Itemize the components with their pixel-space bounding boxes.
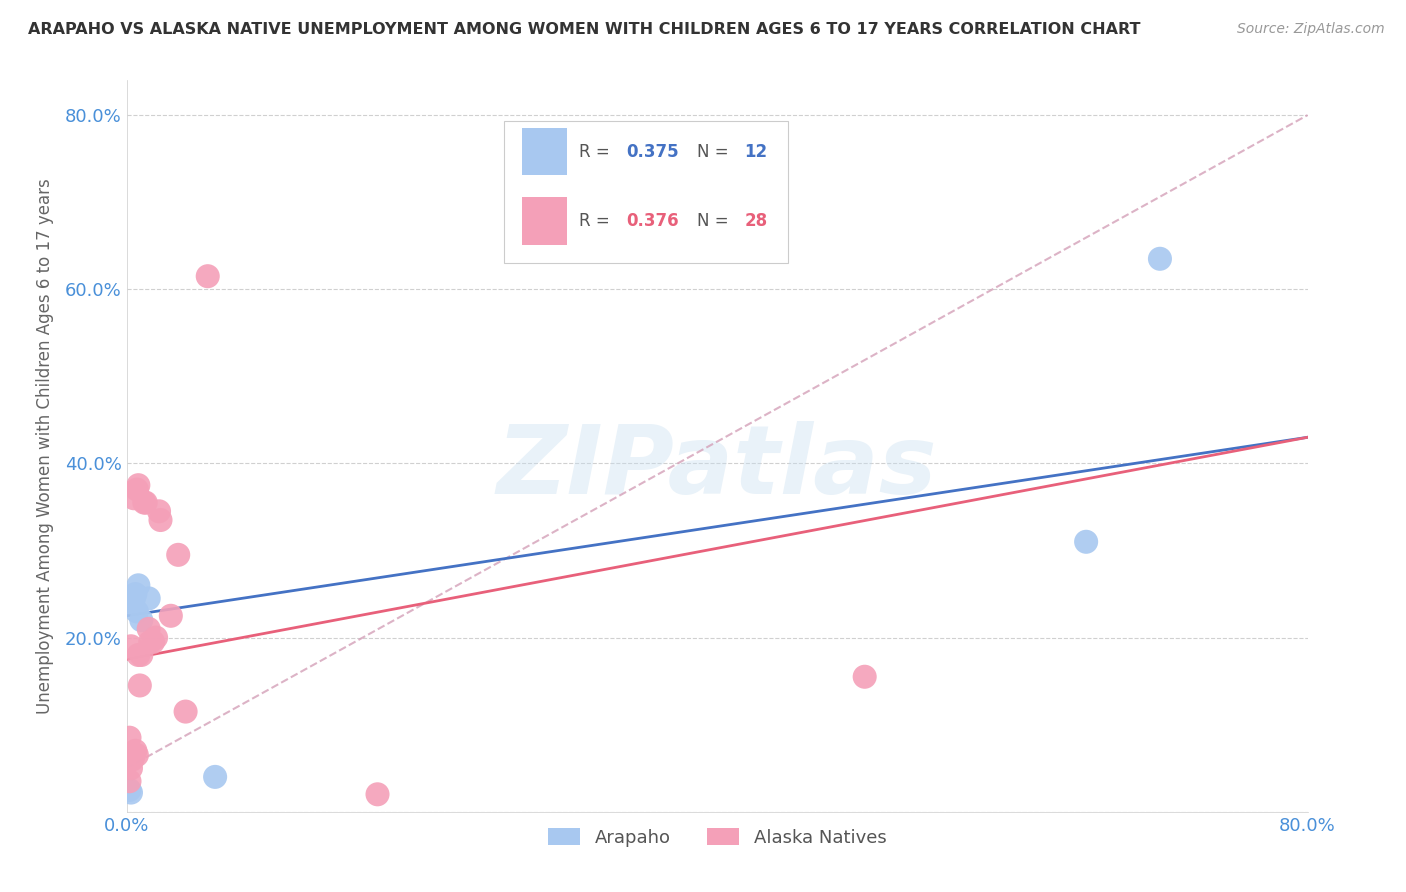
Point [127, 478, 149, 492]
Point [122, 591, 145, 606]
Text: 0.376: 0.376 [626, 212, 679, 230]
Point [204, 770, 226, 784]
Point [367, 787, 389, 801]
FancyBboxPatch shape [522, 128, 567, 176]
Text: R =: R = [579, 143, 614, 161]
Point [124, 744, 146, 758]
Text: 12: 12 [744, 143, 768, 161]
Point [122, 748, 145, 763]
Text: ARAPAHO VS ALASKA NATIVE UNEMPLOYMENT AMONG WOMEN WITH CHILDREN AGES 6 TO 17 YEA: ARAPAHO VS ALASKA NATIVE UNEMPLOYMENT AM… [28, 22, 1140, 37]
Point [167, 548, 190, 562]
Point [174, 705, 197, 719]
Text: 28: 28 [744, 212, 768, 230]
Point [149, 513, 172, 527]
Point [129, 648, 153, 662]
Point [125, 483, 148, 497]
Point [1149, 252, 1171, 266]
Point [121, 596, 143, 610]
Text: Source: ZipAtlas.com: Source: ZipAtlas.com [1237, 22, 1385, 37]
Point [127, 648, 149, 662]
Text: N =: N = [697, 143, 734, 161]
Point [121, 752, 143, 766]
Point [118, 774, 141, 789]
Point [139, 635, 162, 649]
Point [125, 604, 148, 618]
Text: R =: R = [579, 212, 614, 230]
Point [129, 613, 153, 627]
Point [134, 495, 156, 509]
Point [120, 761, 142, 775]
Point [148, 504, 170, 518]
Point [120, 640, 142, 654]
Point [125, 748, 148, 763]
Point [197, 269, 219, 284]
Point [124, 587, 146, 601]
Point [128, 678, 150, 692]
FancyBboxPatch shape [505, 120, 787, 263]
Point [138, 591, 160, 606]
Point [1076, 534, 1098, 549]
Point [127, 578, 149, 592]
Text: N =: N = [697, 212, 734, 230]
Text: ZIPatlas: ZIPatlas [496, 421, 938, 515]
Point [160, 608, 183, 623]
Point [122, 491, 145, 506]
Point [142, 635, 165, 649]
Point [118, 783, 141, 797]
Point [138, 622, 160, 636]
FancyBboxPatch shape [522, 197, 567, 244]
Point [120, 786, 142, 800]
Y-axis label: Unemployment Among Women with Children Ages 6 to 17 years: Unemployment Among Women with Children A… [35, 178, 53, 714]
Legend: Arapaho, Alaska Natives: Arapaho, Alaska Natives [540, 822, 894, 854]
Point [118, 731, 141, 745]
Text: 0.375: 0.375 [626, 143, 679, 161]
Point [145, 631, 167, 645]
Point [853, 670, 876, 684]
Point [135, 495, 157, 509]
